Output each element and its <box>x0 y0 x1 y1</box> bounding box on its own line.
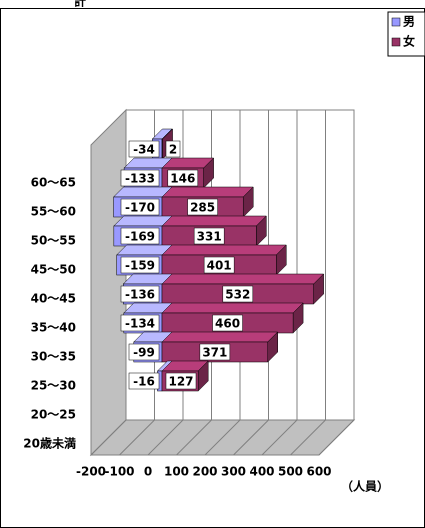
floor-grid-line <box>290 419 326 456</box>
data-label: 460 <box>215 317 240 331</box>
legend-swatch <box>391 37 401 47</box>
data-label-box <box>212 314 243 332</box>
data-label: -16 <box>133 375 155 389</box>
floor-grid-line <box>119 419 155 456</box>
data-label: -99 <box>133 346 155 360</box>
data-label-box <box>222 285 254 303</box>
data-label-box <box>199 343 231 361</box>
x-tick-label: 600 <box>306 465 331 479</box>
data-label-box <box>120 227 160 245</box>
y-tick-label: 50～55 <box>31 234 76 248</box>
floor-grid-line <box>176 419 212 456</box>
legend-label: 女 <box>403 34 415 49</box>
y-tick-label: 60～65 <box>31 176 76 190</box>
bar-top <box>161 215 267 227</box>
data-label: -34 <box>133 143 155 157</box>
bar <box>161 138 163 160</box>
bar-top <box>161 331 279 343</box>
data-label: -169 <box>125 230 155 244</box>
data-label-box <box>187 198 218 216</box>
data-label: -170 <box>125 201 155 215</box>
data-label-box <box>203 256 235 274</box>
data-label-box <box>193 227 225 245</box>
floor-grid-line <box>147 419 184 456</box>
y-tick-label: 30～35 <box>31 350 76 364</box>
floor-grid-line <box>318 419 355 456</box>
y-tick-label: 25～30 <box>31 379 76 393</box>
y-tick-label: 35～40 <box>31 321 76 335</box>
data-label-box <box>128 140 160 158</box>
chart-title: 計 <box>74 0 86 9</box>
data-label: -136 <box>125 288 155 302</box>
x-tick-label: -100 <box>104 465 134 479</box>
data-label: -134 <box>125 317 155 331</box>
y-tick-label: 20～25 <box>31 408 76 422</box>
data-label-box <box>165 140 181 158</box>
data-label: 371 <box>202 346 227 360</box>
data-label-box <box>128 343 160 361</box>
y-tick-label: 55～60 <box>31 205 76 219</box>
x-tick-label: 500 <box>278 465 303 479</box>
floor-grid-line <box>261 419 298 456</box>
data-label: 285 <box>190 201 215 215</box>
title-mask <box>70 0 90 8</box>
bar-top <box>161 186 254 198</box>
data-label: 127 <box>168 375 193 389</box>
data-label: -159 <box>125 259 155 273</box>
data-label: -133 <box>125 172 155 186</box>
x-tick-label: 400 <box>249 465 274 479</box>
x-tick-label: -200 <box>76 465 106 479</box>
floor-grid-line <box>233 419 269 456</box>
data-label-box <box>120 169 160 187</box>
floor-grid-line <box>90 419 127 456</box>
y-tick-label: 45～50 <box>31 263 76 277</box>
bar-top <box>161 244 287 256</box>
data-label: 401 <box>207 259 232 273</box>
legend-label: 男 <box>403 15 415 29</box>
x-tick-label: 0 <box>144 465 152 479</box>
data-label-box <box>120 285 160 303</box>
data-label: 331 <box>197 230 222 244</box>
side-wall <box>90 108 127 457</box>
legend-swatch <box>391 17 401 27</box>
data-label-box <box>120 256 160 274</box>
data-label-box <box>120 198 160 216</box>
bar-top <box>161 302 304 314</box>
x-tick-label: 100 <box>164 465 189 479</box>
data-label-box <box>167 169 199 187</box>
data-label-box <box>128 372 160 390</box>
data-label: 2 <box>169 143 177 157</box>
x-tick-label: 200 <box>192 465 217 479</box>
data-label-box <box>165 372 197 390</box>
data-label: 532 <box>225 288 250 302</box>
floor-grid-line <box>204 419 241 456</box>
x-axis-label: （人員） <box>341 479 389 494</box>
y-tick-label: 40～45 <box>31 292 76 306</box>
x-tick-label: 300 <box>221 465 246 479</box>
bar-top <box>161 273 325 285</box>
y-tick-label: 20歳未満 <box>23 436 76 451</box>
data-label-box <box>120 314 160 332</box>
data-label: 146 <box>170 172 195 186</box>
